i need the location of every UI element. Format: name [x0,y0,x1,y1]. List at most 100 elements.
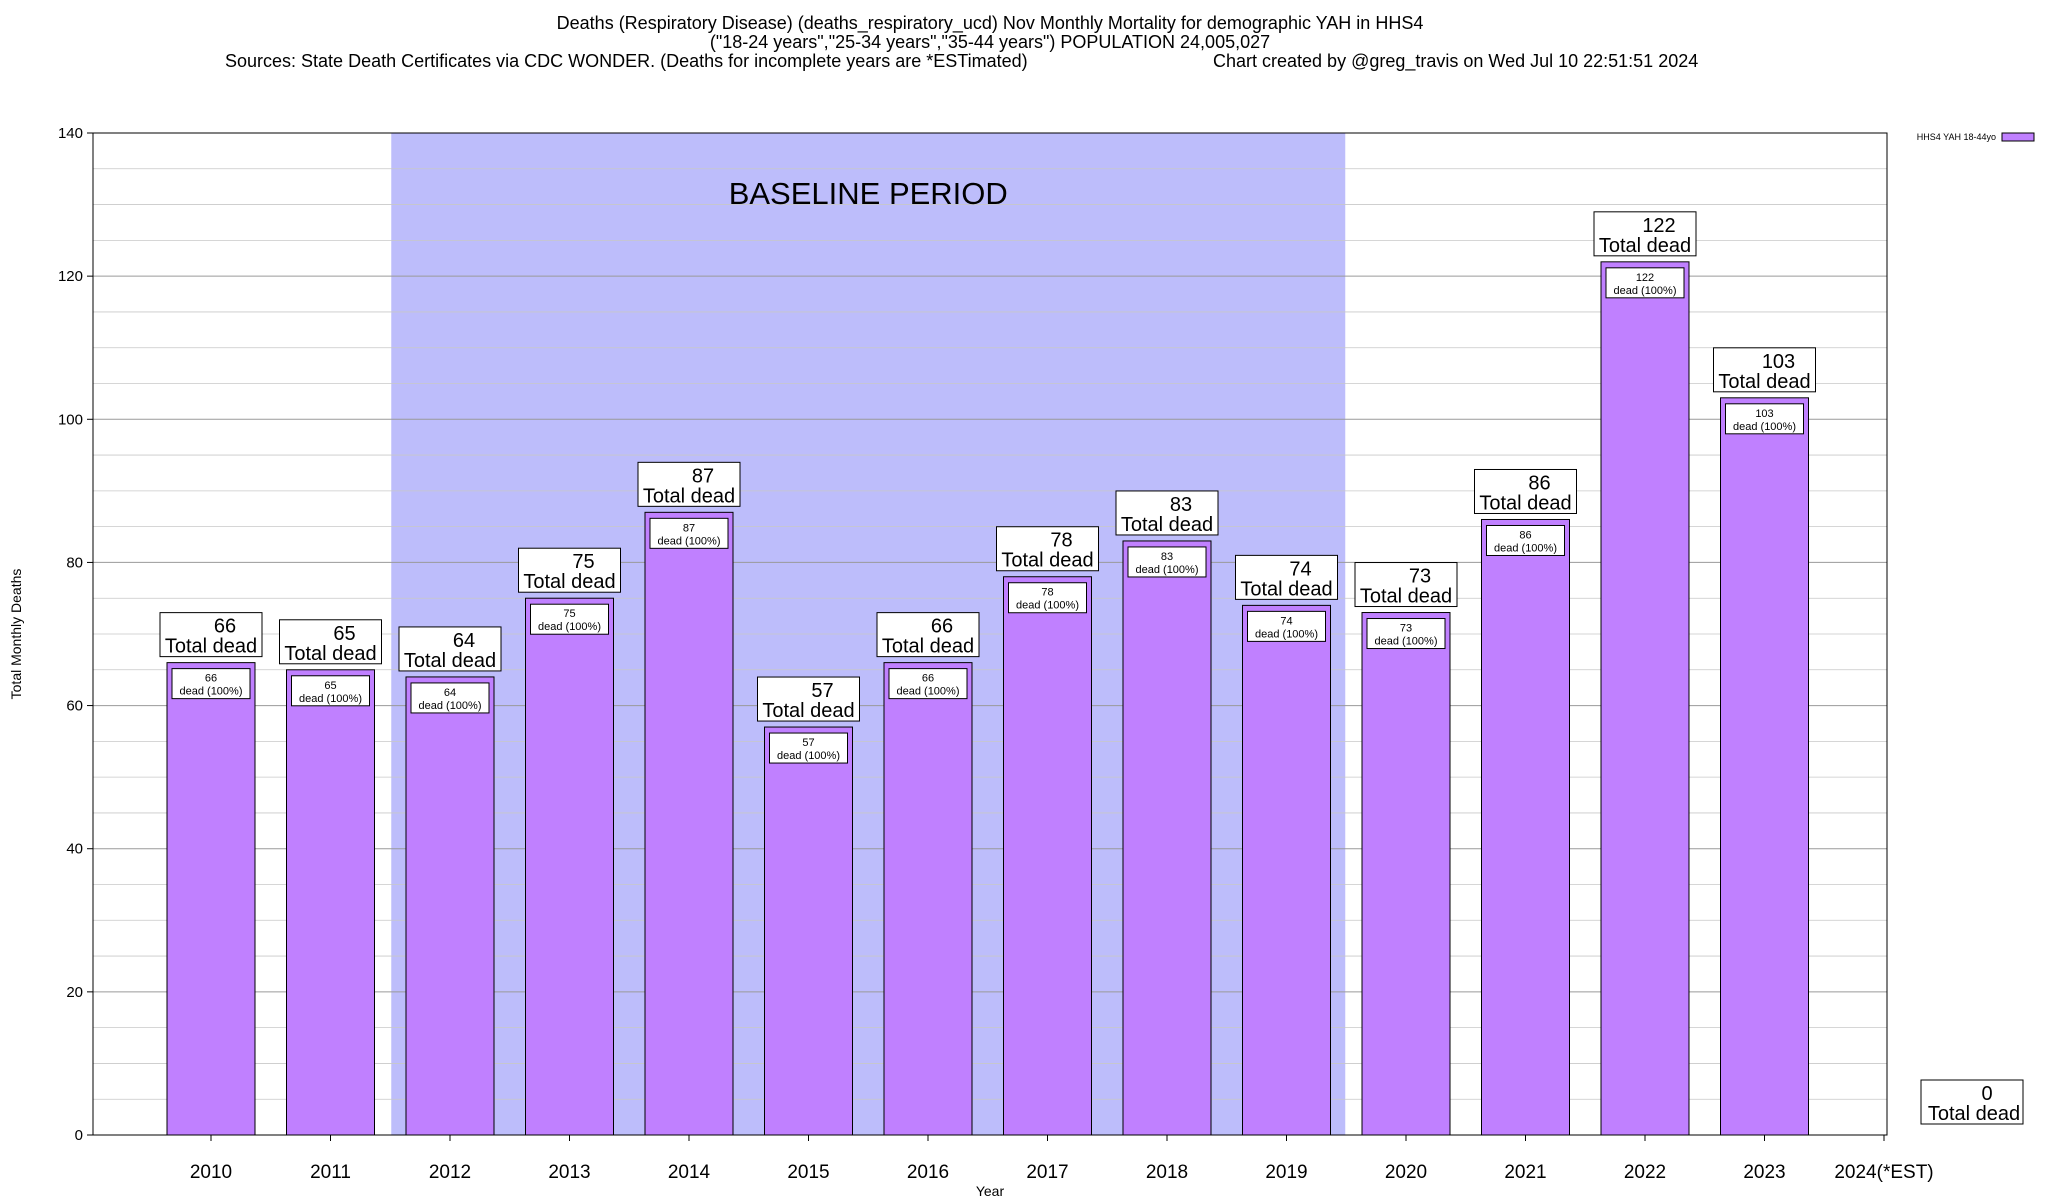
inner-percent-label: dead (100%) [1016,600,1079,612]
x-axis-label: Year [976,1183,1005,1199]
total-label-box [398,626,502,672]
inner-value-label: 73 [1400,623,1412,635]
x-tick-label: 2015 [787,1162,829,1183]
total-label-box [637,461,741,507]
plot-border [92,132,1888,1136]
total-label-box [1354,562,1458,608]
inner-value-label: 64 [444,687,456,699]
total-dead-label: Total dead [1001,550,1093,572]
total-value-label: 122 [1642,215,1675,237]
y-tick-label: 40 [66,841,83,858]
x-tick-label: 2021 [1504,1162,1546,1183]
total-dead-label: Total dead [1121,514,1213,536]
inner-percent-label: dead (100%) [1733,421,1796,433]
title-line-1: Deaths (Respiratory Disease) (deaths_res… [556,13,1424,33]
total-value-label: 57 [811,680,833,702]
total-dead-label: Total dead [1718,371,1810,393]
inner-label-box [1486,524,1565,556]
y-tick-label: 100 [58,411,83,428]
bar [644,511,734,1136]
total-label-box [518,547,621,593]
bar [1242,604,1331,1136]
bar [286,669,375,1136]
total-label-box [757,676,860,722]
total-dead-label: Total dead [1240,578,1332,600]
title-line-3: Sources: State Death Certificates via CD… [0,52,1980,128]
total-label-box [996,526,1099,572]
inner-label-box [291,675,370,707]
bar [1361,612,1451,1136]
y-tick-label: 20 [66,984,83,1001]
total-dead-label: Total dead [523,571,615,593]
inner-percent-label: dead (100%) [299,693,362,705]
inner-value-label: 86 [1519,529,1531,541]
total-value-label: 86 [1528,472,1550,494]
inner-value-label: 75 [563,608,575,620]
total-dead-label: Total dead [1360,586,1452,608]
total-value-label: 0 [1981,1083,1992,1105]
title-line-2: ("18-24 years","25-34 years","35-44 year… [709,32,1271,52]
total-label-box [1115,490,1219,536]
x-tick-label: 2020 [1385,1162,1427,1183]
total-dead-label: Total dead [1479,492,1571,514]
bar [525,597,614,1136]
inner-percent-label: dead (100%) [1136,564,1199,576]
inner-label-box [1247,610,1326,642]
total-dead-label: Total dead [1928,1103,2020,1125]
bar [764,726,853,1136]
inner-value-label: 122 [1636,272,1654,284]
inner-percent-label: dead (100%) [777,750,840,762]
x-tick-label: 2017 [1026,1162,1068,1183]
bar [1003,576,1092,1136]
x-tick-label: 2023 [1743,1162,1785,1183]
total-dead-label: Total dead [165,636,257,658]
x-tick-label: 2013 [548,1162,590,1183]
total-value-label: 73 [1409,566,1431,588]
inner-label-box [1605,267,1685,299]
total-label-box [876,612,980,658]
y-tick-label: 60 [66,698,83,715]
inner-label-box [1008,582,1087,614]
total-label-box [159,612,263,658]
inner-label-box [769,732,848,764]
y-tick-label: 80 [66,554,83,571]
bar [1720,397,1809,1136]
inner-value-label: 74 [1280,615,1292,627]
inner-label-box [1366,618,1446,650]
total-label-box [1474,468,1577,514]
total-dead-label: Total dead [284,643,376,665]
total-value-label: 103 [1762,351,1795,373]
inner-percent-label: dead (100%) [1375,636,1438,648]
total-label-box [1235,554,1338,600]
inner-value-label: 78 [1041,587,1053,599]
inner-value-label: 83 [1161,551,1173,563]
total-value-label: 64 [453,630,475,652]
inner-value-label: 66 [922,673,934,685]
total-value-label: 87 [692,465,714,487]
inner-percent-label: dead (100%) [1614,285,1677,297]
chart-title: Deaths (Respiratory Disease) (deaths_res… [0,14,1980,128]
x-tick-label: 2022 [1624,1162,1666,1183]
total-label-box [1593,211,1697,257]
x-tick-label: 2010 [190,1162,232,1183]
total-value-label: 66 [931,616,953,638]
total-dead-label: Total dead [762,700,854,722]
credit-text: Chart created by @greg_travis on Wed Jul… [1213,51,1699,71]
total-label-box [1713,347,1816,393]
inner-value-label: 103 [1755,408,1773,420]
inner-label-box [530,603,609,635]
total-dead-label: Total dead [882,636,974,658]
inner-label-box [410,682,490,714]
x-tick-label: 2024(*EST) [1834,1162,1933,1183]
bar [1122,540,1212,1136]
inner-percent-label: dead (100%) [538,621,601,633]
total-dead-label: Total dead [1599,235,1691,257]
total-dead-label: Total dead [404,650,496,672]
inner-value-label: 57 [802,737,814,749]
total-value-label: 65 [333,623,355,645]
sources-text: Sources: State Death Certificates via CD… [225,51,1028,71]
inner-label-box [171,668,251,700]
x-tick-label: 2016 [907,1162,949,1183]
total-value-label: 74 [1289,558,1311,580]
